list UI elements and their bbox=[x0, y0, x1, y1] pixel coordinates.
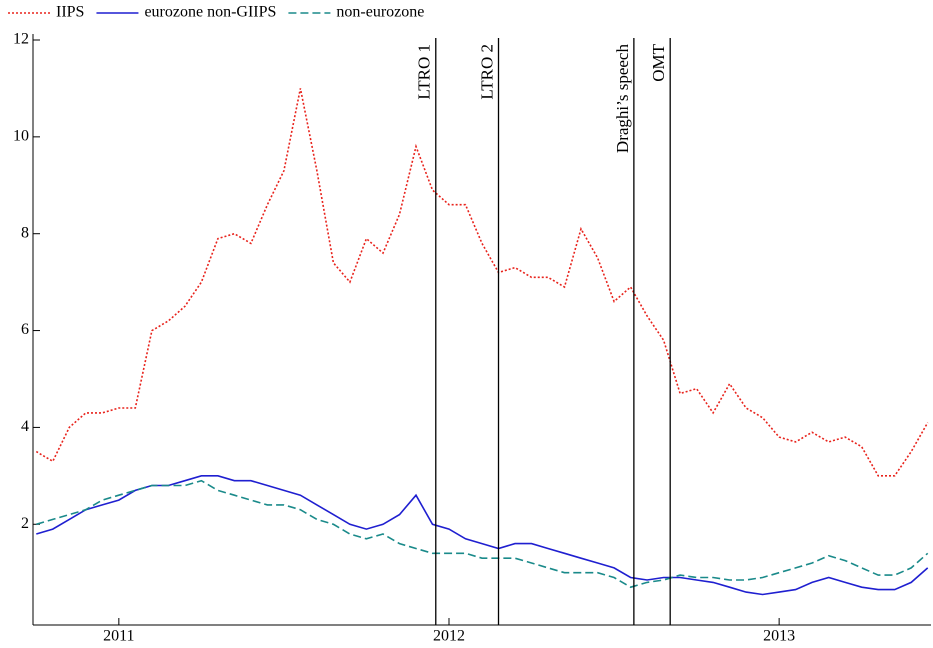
event-label: LTRO 2 bbox=[477, 44, 496, 100]
y-tick-label: 4 bbox=[21, 418, 29, 435]
legend-label: non-eurozone bbox=[336, 4, 424, 21]
event-label: LTRO 1 bbox=[415, 44, 434, 100]
y-tick-label: 6 bbox=[21, 321, 29, 338]
x-tick-label: 2013 bbox=[763, 628, 795, 645]
legend-label: IIPS bbox=[56, 4, 84, 21]
event-label: OMT bbox=[649, 43, 668, 81]
series-line bbox=[35, 88, 929, 477]
x-tick-label: 2012 bbox=[433, 628, 465, 645]
y-tick-label: 2 bbox=[21, 515, 29, 532]
y-tick-label: 12 bbox=[13, 31, 29, 48]
series-line bbox=[36, 479, 929, 589]
legend-label: eurozone non-GIIPS bbox=[144, 4, 276, 21]
y-tick-label: 8 bbox=[21, 224, 29, 241]
y-tick-label: 10 bbox=[13, 128, 29, 145]
series-line bbox=[36, 475, 929, 596]
x-tick-label: 2011 bbox=[103, 628, 134, 645]
event-label: Draghi’s speech bbox=[613, 44, 632, 154]
